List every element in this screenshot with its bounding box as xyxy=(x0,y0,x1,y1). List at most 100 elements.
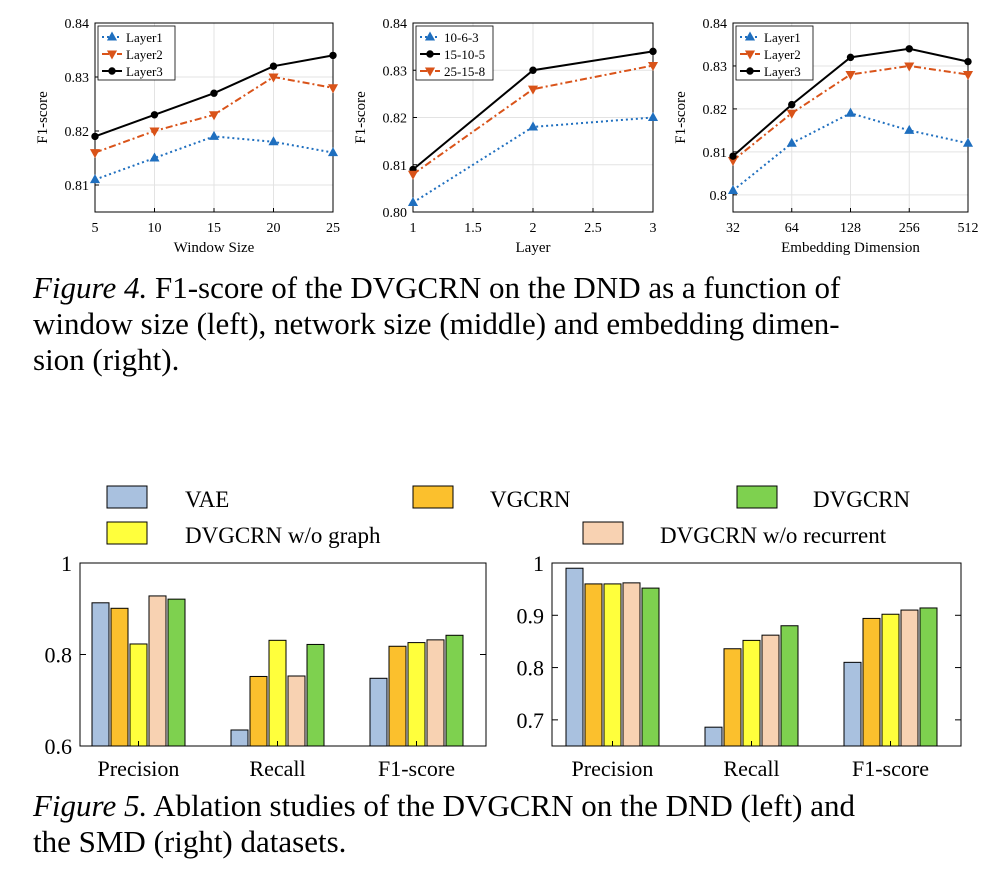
data-point xyxy=(647,111,659,121)
data-point xyxy=(407,170,419,180)
legend-label: DVGCRN w/o graph xyxy=(185,523,381,548)
y-tick-label: 0.8 xyxy=(517,656,545,681)
legend-label: Layer3 xyxy=(126,64,163,79)
plot-area: 0.81 0.82 0.83 0.84 5 10 15 20 25 Window Size F1-s… xyxy=(35,17,340,256)
bar xyxy=(862,617,881,747)
legend-label: VAE xyxy=(185,487,229,512)
legend-label: 25-15-8 xyxy=(444,64,485,79)
data-point xyxy=(208,111,220,121)
bar-group-precision xyxy=(565,567,660,747)
data-point xyxy=(846,53,855,62)
plot-area: 0.8 0.81 0.82 0.83 0.84 32 64 128 256 512 Embeddin… xyxy=(673,17,979,256)
bar-group-f1-score xyxy=(369,634,464,747)
legend-label: Layer1 xyxy=(764,30,801,45)
x-tick-label: 3 xyxy=(650,221,657,236)
bar xyxy=(641,587,660,747)
x-tick-label: 128 xyxy=(840,221,861,236)
data-point xyxy=(210,89,218,97)
y-tick-label: 0.80 xyxy=(383,206,408,221)
bar xyxy=(780,625,799,747)
data-point xyxy=(527,121,539,131)
bar xyxy=(919,607,938,747)
y-tick-label: 0.83 xyxy=(383,64,408,79)
bar xyxy=(388,645,407,747)
legend-label: Layer1 xyxy=(126,30,163,45)
series-line xyxy=(412,64,654,176)
y-tick-label: 0.8 xyxy=(710,189,728,204)
legend: Layer1 Layer2 Layer3 xyxy=(735,25,814,81)
data-point xyxy=(91,132,99,141)
series-layer1 xyxy=(727,107,974,195)
x-tick-label: 5 xyxy=(92,221,99,236)
data-point xyxy=(964,57,972,66)
data-point xyxy=(786,137,797,147)
y-tick-label: 0.6 xyxy=(45,734,73,759)
bar xyxy=(369,677,388,747)
legend-label: Layer2 xyxy=(126,47,163,62)
x-tick-label: F1-score xyxy=(378,756,455,781)
y-tick-label: 1 xyxy=(533,551,544,576)
data-point xyxy=(905,45,913,53)
data-point xyxy=(89,174,101,184)
data-point xyxy=(268,73,279,83)
legend: Layer1 Layer2 Layer3 xyxy=(97,25,176,81)
bar xyxy=(426,639,445,747)
bar xyxy=(843,661,862,747)
x-tick-label: 1.5 xyxy=(464,221,482,236)
bar xyxy=(91,602,110,747)
bar xyxy=(249,675,268,747)
bar xyxy=(761,634,780,747)
data-point xyxy=(904,124,915,134)
bar-group-f1-score xyxy=(843,607,938,747)
y-tick-label: 0.82 xyxy=(383,112,408,127)
legend-swatch xyxy=(582,521,624,545)
x-tick-label: 15 xyxy=(207,221,221,236)
y-tick-label: 0.81 xyxy=(65,179,90,194)
data-point xyxy=(327,147,339,157)
bar xyxy=(881,613,900,747)
y-tick-label: 0.81 xyxy=(383,159,408,174)
series-25-15-8 xyxy=(407,62,659,180)
legend-label: VGCRN xyxy=(490,487,571,512)
x-tick-label: 25 xyxy=(326,221,340,236)
data-point xyxy=(529,66,537,74)
legend-marker xyxy=(744,50,756,60)
figure-5-caption: Figure 5. Ablation studies of the DVGCRN… xyxy=(33,788,855,860)
legend-label: DVGCRN w/o recurrent xyxy=(660,523,887,548)
legend-marker xyxy=(106,31,118,41)
bar xyxy=(148,595,167,747)
figure-4-label: Figure 4. xyxy=(33,270,148,305)
data-point xyxy=(786,109,797,119)
plot-area: 0.7 0.8 0.9 1 Precision Recall F1-score xyxy=(517,551,962,781)
y-tick-label: 0.84 xyxy=(703,17,728,32)
data-point xyxy=(729,152,737,160)
y-tick-label: 0.82 xyxy=(65,125,90,140)
legend-label: Layer2 xyxy=(764,47,801,62)
data-point xyxy=(649,47,657,56)
series-layer3 xyxy=(91,51,337,141)
y-axis-label: F1-score xyxy=(353,91,369,144)
legend: 10-6-3 15-10-5 25-15-8 xyxy=(415,25,494,81)
x-tick-label: 512 xyxy=(958,221,979,236)
bar-group-precision xyxy=(91,595,186,747)
figure-4-caption: Figure 4. F1-score of the DVGCRN on the … xyxy=(33,270,840,378)
x-tick-label: 32 xyxy=(726,221,740,236)
y-tick-label: 0.9 xyxy=(517,603,545,628)
bar xyxy=(900,609,919,747)
bar xyxy=(167,598,186,747)
y-tick-label: 0.81 xyxy=(703,146,728,161)
bar xyxy=(110,607,129,747)
x-axis-label: Layer xyxy=(516,240,551,256)
legend-swatch xyxy=(412,485,454,509)
bar xyxy=(742,639,761,747)
bar xyxy=(584,583,603,747)
data-point xyxy=(150,111,159,119)
bar xyxy=(287,675,306,747)
bar xyxy=(306,643,325,747)
bar xyxy=(622,582,641,747)
bar xyxy=(565,567,584,747)
data-point xyxy=(962,137,974,147)
